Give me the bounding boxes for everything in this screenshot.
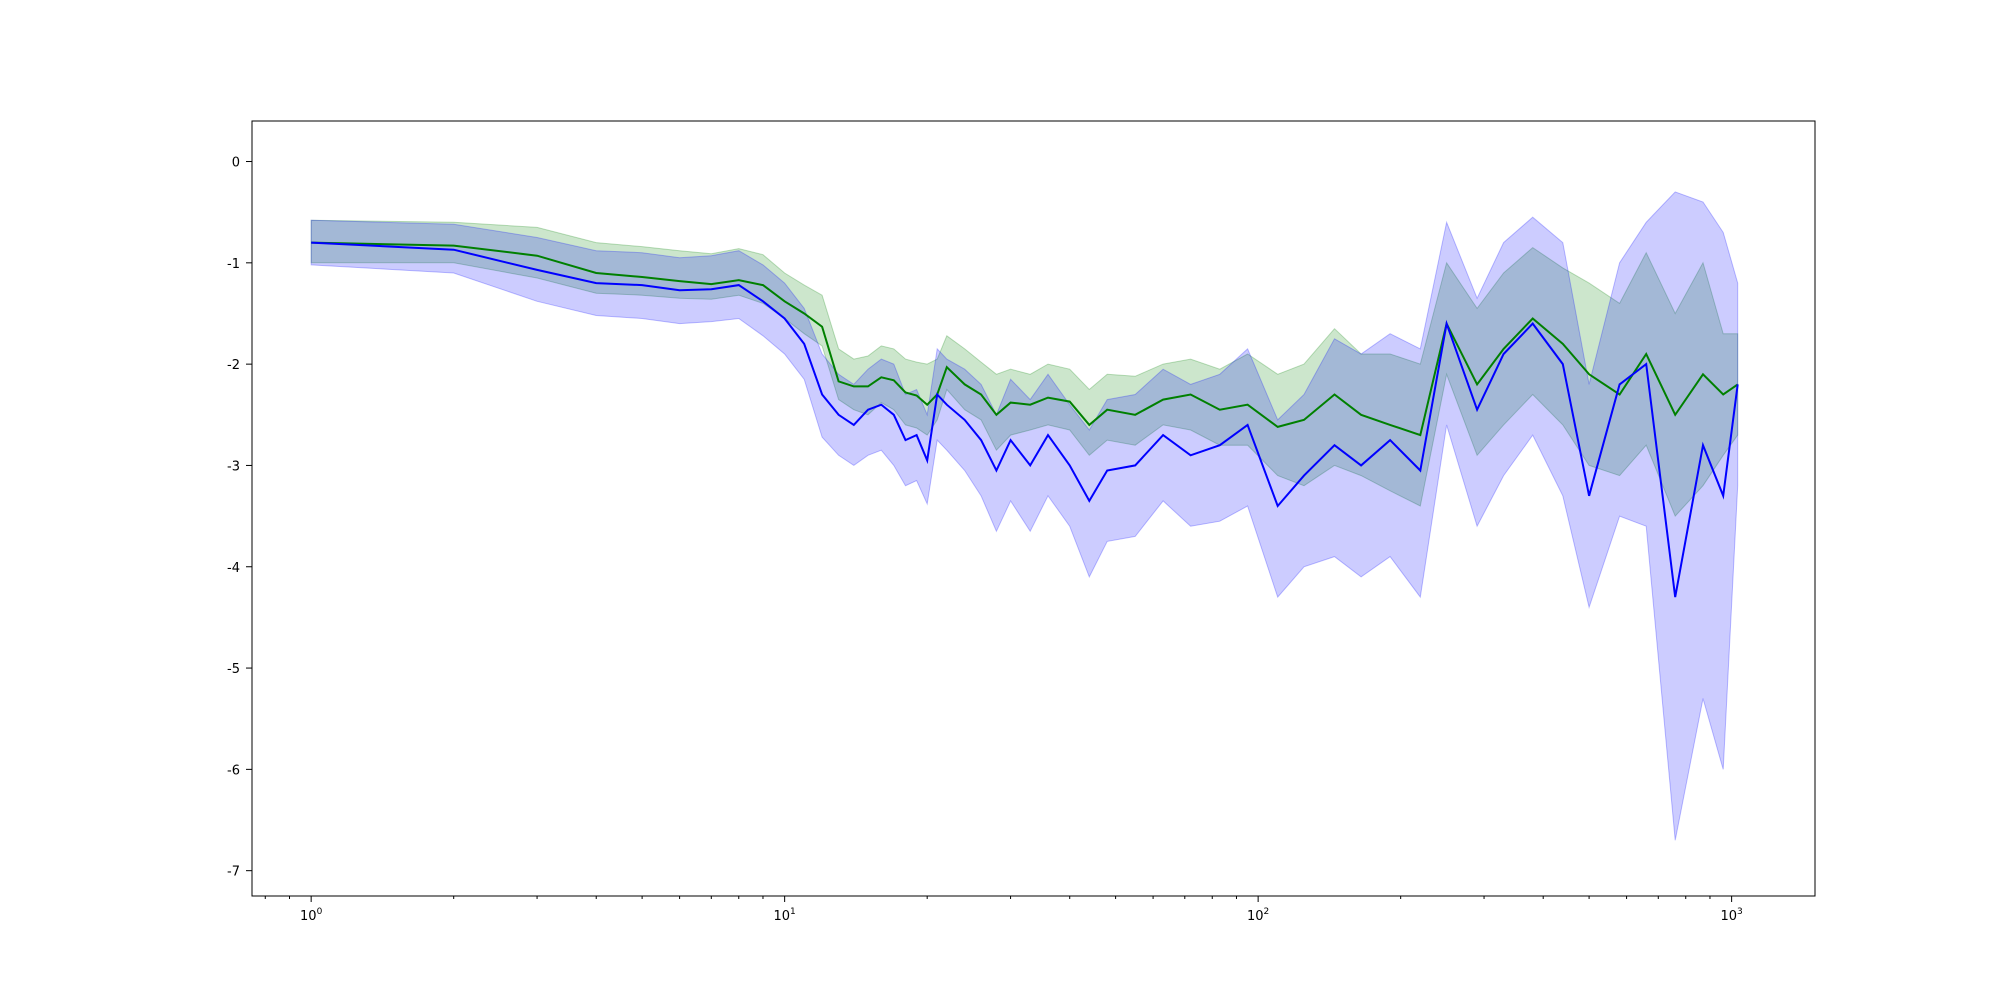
- y-tick-label: -3: [227, 459, 240, 474]
- y-tick-label: 0: [232, 156, 240, 171]
- x-axis: 100 101 102 103: [264, 896, 1743, 924]
- x-tick-label: 103: [1720, 907, 1742, 924]
- x-tick-label: 102: [1247, 907, 1269, 924]
- y-tick-label: -1: [227, 257, 240, 272]
- y-tick-label: -7: [227, 865, 240, 880]
- series-2-band: [310, 191, 1739, 841]
- y-tick-label: -4: [227, 561, 240, 576]
- series-1-band: [310, 219, 1739, 518]
- x-tick-label: 100: [300, 907, 323, 924]
- plot-area: [310, 191, 1739, 841]
- y-axis: 0 -1 -2 -3 -4 -5 -6 -7: [227, 156, 252, 880]
- y-tick-label: -6: [227, 763, 240, 778]
- series-2-line: [311, 241, 1739, 598]
- axes-frame: [251, 120, 1816, 897]
- y-tick-label: -5: [227, 662, 240, 677]
- x-tick-label: 101: [774, 907, 796, 924]
- y-tick-label: -2: [227, 358, 240, 373]
- series-1-line: [311, 241, 1739, 437]
